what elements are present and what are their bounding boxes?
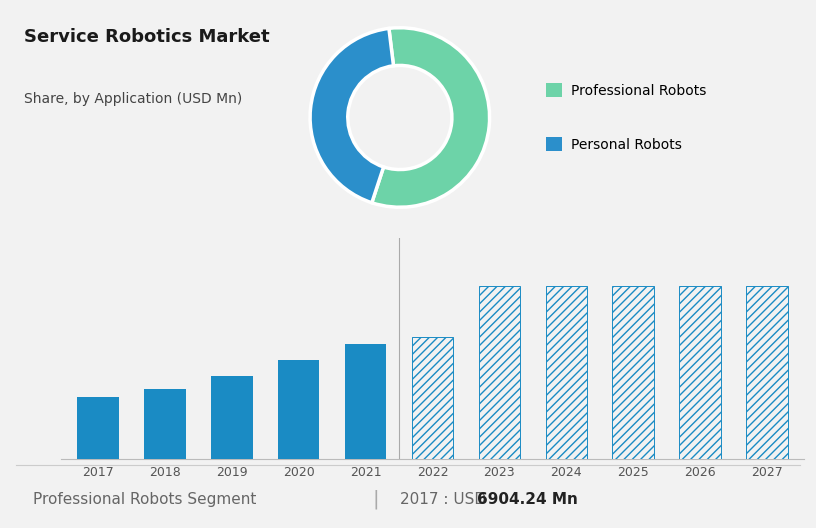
Bar [278, 360, 319, 459]
Bar [613, 286, 654, 459]
Bar [680, 286, 721, 459]
Bar [345, 344, 386, 459]
Bar [412, 337, 453, 459]
Bar [211, 376, 252, 459]
Bar [78, 397, 119, 459]
Wedge shape [372, 28, 490, 207]
Text: Service Robotics Market: Service Robotics Market [24, 27, 270, 45]
Text: 6904.24 Mn: 6904.24 Mn [477, 492, 579, 507]
Text: |: | [372, 489, 379, 509]
Wedge shape [310, 29, 393, 203]
Text: Share, by Application (USD Mn): Share, by Application (USD Mn) [24, 92, 242, 106]
Text: Professional Robots Segment: Professional Robots Segment [33, 492, 256, 507]
Text: 2017 : USD: 2017 : USD [400, 492, 491, 507]
Bar [144, 389, 185, 459]
Bar [746, 286, 787, 459]
Legend: Professional Robots, Personal Robots: Professional Robots, Personal Robots [546, 83, 706, 152]
Bar [546, 286, 587, 459]
Bar [479, 286, 520, 459]
